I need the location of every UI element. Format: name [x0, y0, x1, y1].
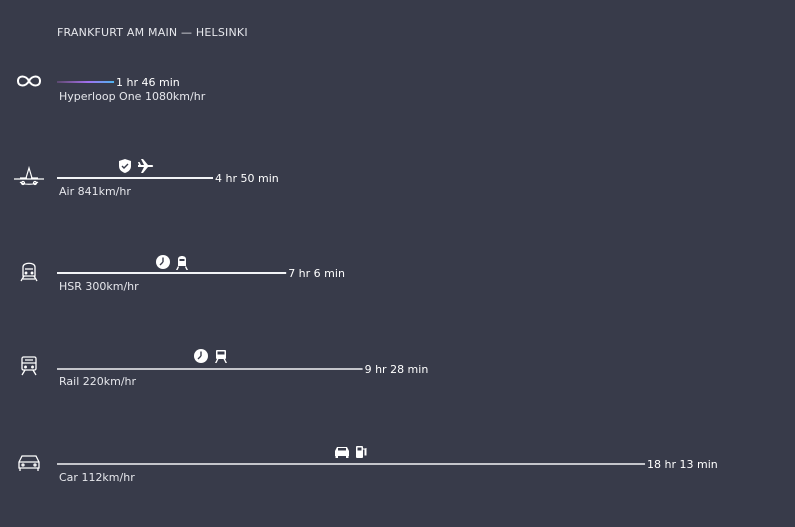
time-label-car: 18 hr 13 min [647, 458, 718, 471]
time-label-air: 4 hr 50 min [215, 172, 279, 185]
infinity-icon [16, 75, 42, 87]
airplane-icon [14, 165, 44, 186]
airplane-small-icon [138, 159, 154, 173]
car-icon [18, 455, 40, 471]
time-label-hyperloop: 1 hr 46 min [116, 76, 180, 89]
bar-hyperloop [57, 81, 115, 83]
train-icon [21, 356, 37, 376]
mode-label-air: Air 841km/hr [59, 185, 131, 198]
fuel-pump-icon [356, 446, 367, 458]
bar-air [57, 177, 214, 179]
row-hyperloop: 1 hr 46 min Hyperloop One 1080km/hr [57, 76, 206, 103]
row-rail: 9 hr 28 min Rail 220km/hr [57, 363, 428, 388]
mode-label-rail: Rail 220km/hr [59, 375, 137, 388]
mode-label-car: Car 112km/hr [59, 471, 135, 484]
mode-label-hyperloop: Hyperloop One 1080km/hr [59, 90, 206, 103]
time-label-hsr: 7 hr 6 min [288, 267, 345, 280]
car-small-icon [335, 447, 349, 458]
mode-label-hsr: HSR 300km/hr [59, 280, 139, 293]
train-small-icon [176, 256, 188, 270]
train-small-icon [215, 350, 227, 363]
clock-icon [156, 255, 170, 269]
chart-title: FRANKFURT AM MAIN — HELSINKI [57, 26, 248, 39]
row-car: 18 hr 13 min Car 112km/hr [57, 458, 718, 484]
row-air: 4 hr 50 min Air 841km/hr [57, 172, 279, 198]
bar-car [57, 463, 646, 465]
row-hsr: 7 hr 6 min HSR 300km/hr [57, 267, 345, 293]
clock-icon [194, 349, 208, 363]
bar-hsr [57, 272, 287, 274]
shield-icon [119, 159, 131, 173]
time-label-rail: 9 hr 28 min [365, 363, 429, 376]
bar-rail [57, 368, 363, 370]
grid-lines [56, 48, 704, 527]
high-speed-train-icon [20, 262, 38, 282]
